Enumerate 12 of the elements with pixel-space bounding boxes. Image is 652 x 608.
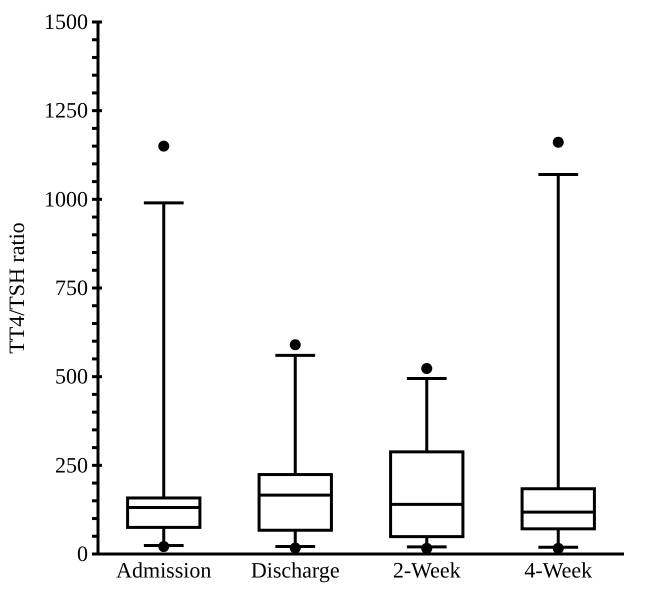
x-tick-label: Admission [116,558,212,583]
x-tick-label: 4-Week [524,558,592,583]
x-tick-label: 2-Week [392,558,461,583]
y-tick-label: 1250 [44,98,88,123]
y-axis-title: TT4/TSH ratio [4,222,29,354]
y-tick-label: 0 [77,541,88,566]
y-tick-label: 250 [55,452,88,478]
y-tick-label: 1000 [44,186,88,212]
y-tick-label: 750 [55,275,88,300]
y-tick-label: 1500 [44,9,88,34]
y-tick-label: 500 [55,364,88,389]
x-tick-label: Discharge [250,558,340,583]
